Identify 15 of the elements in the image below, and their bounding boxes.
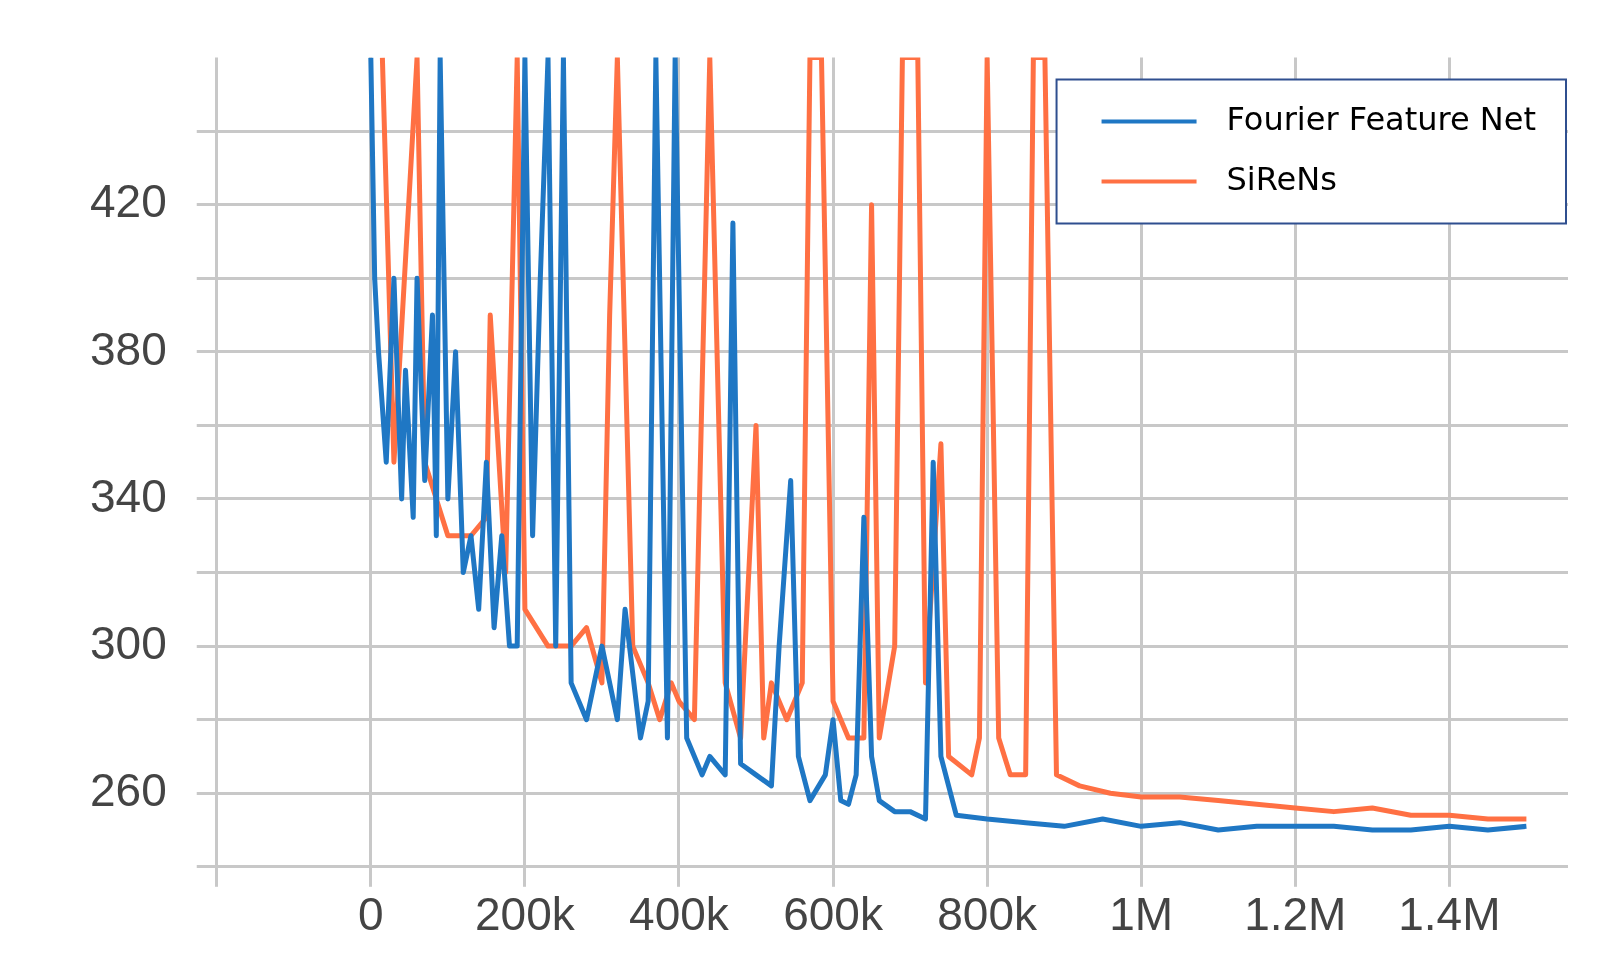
x-tick-label: 0 <box>358 888 384 941</box>
x-tick-label: 1.4M <box>1398 888 1501 941</box>
x-tick-label: 1M <box>1109 888 1174 941</box>
legend-label: SiReNs <box>1226 159 1337 198</box>
y-tick-label: 420 <box>90 175 167 228</box>
y-tick-label: 260 <box>90 763 167 816</box>
y-tick-label: 340 <box>90 469 167 522</box>
x-tick-label: 200k <box>475 888 576 941</box>
x-tick-label: 400k <box>629 888 730 941</box>
x-tick-label: 600k <box>783 888 884 941</box>
y-tick-label: 380 <box>90 322 167 375</box>
legend-label: Fourier Feature Net <box>1226 99 1536 138</box>
x-tick-label: 800k <box>937 888 1039 941</box>
y-tick-label: 300 <box>90 616 167 669</box>
x-tick-label: 1.2M <box>1244 888 1347 941</box>
